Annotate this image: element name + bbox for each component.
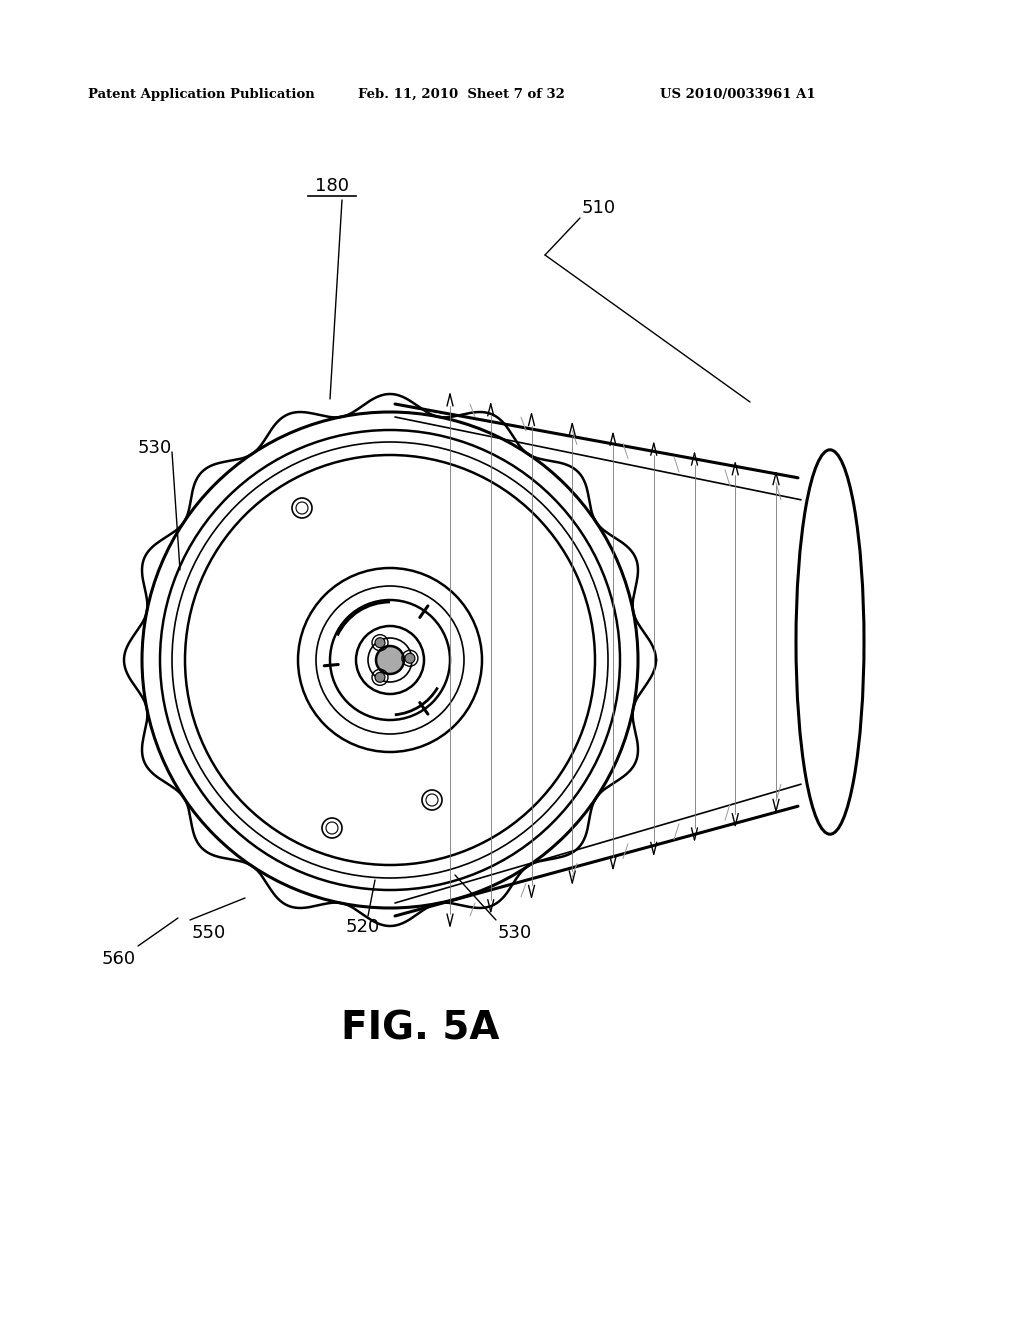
Text: FIG. 5A: FIG. 5A <box>341 1010 500 1048</box>
Circle shape <box>376 645 404 675</box>
Circle shape <box>375 638 385 648</box>
Circle shape <box>404 653 415 663</box>
Text: Feb. 11, 2010  Sheet 7 of 32: Feb. 11, 2010 Sheet 7 of 32 <box>358 88 565 102</box>
Text: US 2010/0033961 A1: US 2010/0033961 A1 <box>660 88 816 102</box>
Text: 180: 180 <box>315 177 349 195</box>
Text: 560: 560 <box>102 950 136 968</box>
Text: 520: 520 <box>346 917 380 936</box>
Text: 530: 530 <box>498 924 532 942</box>
Text: 510: 510 <box>582 199 616 216</box>
Text: Patent Application Publication: Patent Application Publication <box>88 88 314 102</box>
Text: 550: 550 <box>193 924 226 942</box>
Circle shape <box>375 672 385 682</box>
Text: 530: 530 <box>138 440 172 457</box>
